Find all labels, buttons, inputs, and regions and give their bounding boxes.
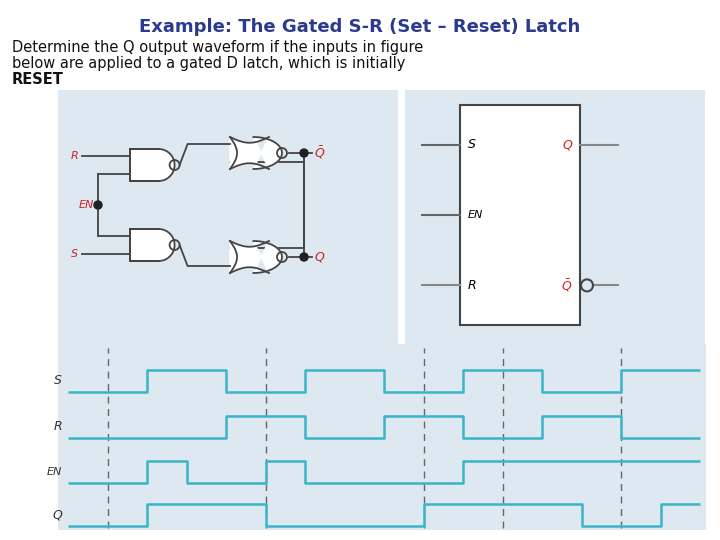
Circle shape [300, 253, 308, 261]
Text: Determine the Q output waveform if the inputs in figure: Determine the Q output waveform if the i… [12, 40, 423, 55]
Bar [130, 149, 158, 181]
Text: EN: EN [78, 200, 94, 210]
Text: Q: Q [562, 138, 572, 151]
Circle shape [94, 201, 102, 209]
Bar [405, 90, 705, 345]
Text: S: S [71, 249, 78, 259]
Polygon shape [158, 149, 174, 181]
Polygon shape [158, 229, 174, 261]
Text: S: S [54, 375, 62, 388]
Text: R: R [53, 421, 62, 434]
Text: Q: Q [52, 509, 62, 522]
Text: Example: The Gated S-R (Set – Reset) Latch: Example: The Gated S-R (Set – Reset) Lat… [140, 18, 580, 36]
Polygon shape [230, 241, 282, 273]
Bar [130, 229, 158, 261]
Text: EN: EN [468, 210, 483, 220]
Text: R: R [71, 151, 78, 161]
Circle shape [300, 149, 308, 157]
Text: $\bar{Q}$: $\bar{Q}$ [314, 145, 325, 161]
Text: RESET: RESET [12, 72, 64, 87]
Text: EN: EN [47, 467, 62, 477]
Polygon shape [230, 137, 282, 169]
Text: R: R [468, 279, 477, 292]
Bar [460, 105, 580, 325]
Text: below are applied to a gated D latch, which is initially: below are applied to a gated D latch, wh… [12, 56, 405, 71]
Text: S: S [468, 138, 476, 151]
Text: $\bar{Q}$: $\bar{Q}$ [561, 277, 572, 294]
Bar [58, 344, 706, 530]
Text: Q: Q [314, 251, 324, 264]
Bar [58, 90, 398, 345]
